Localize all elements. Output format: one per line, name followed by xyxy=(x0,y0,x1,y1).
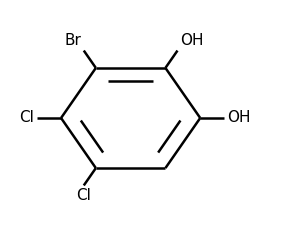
Text: OH: OH xyxy=(180,33,204,48)
Text: Cl: Cl xyxy=(19,110,34,126)
Text: Br: Br xyxy=(64,33,81,48)
Text: OH: OH xyxy=(227,110,251,126)
Text: Cl: Cl xyxy=(76,188,91,203)
